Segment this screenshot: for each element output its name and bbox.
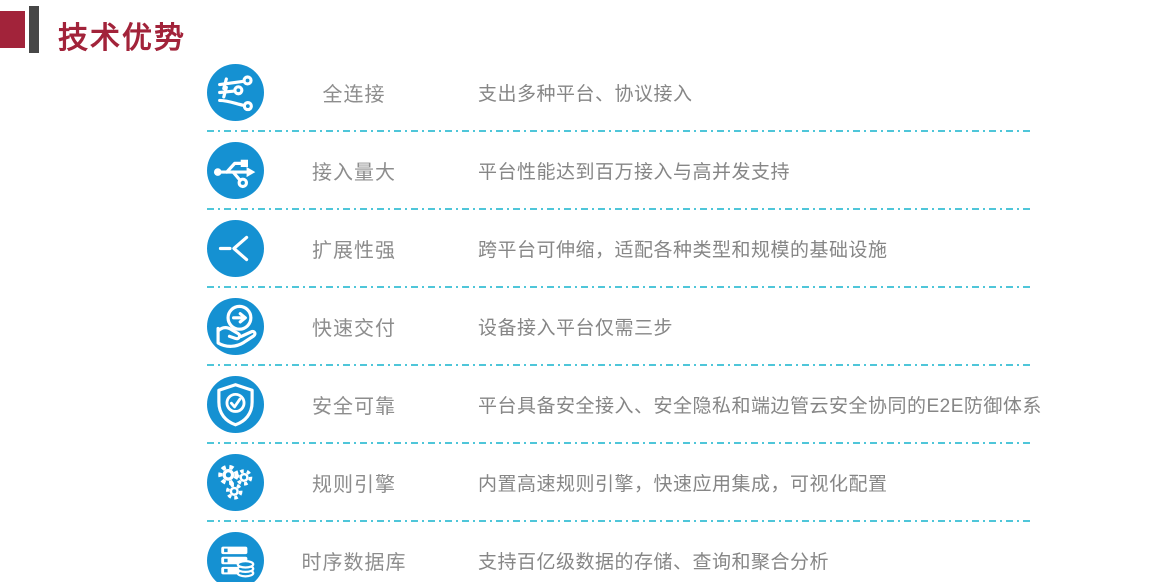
header: 技术优势 <box>0 0 1171 55</box>
server-database-icon <box>207 531 269 582</box>
feature-label: 快速交付 <box>312 317 396 340</box>
feature-description: 内置高速规则引擎，快速应用集成，可视化配置 <box>478 473 888 495</box>
page-title: 技术优势 <box>58 22 186 55</box>
feature-label: 接入量大 <box>312 161 396 184</box>
feature-label: 规则引擎 <box>312 473 396 496</box>
feature-row-scalability: 扩展性强 跨平台可伸缩，适配各种类型和规模的基础设施 <box>207 210 1171 286</box>
feature-description: 支出多种平台、协议接入 <box>478 83 693 105</box>
row-separator <box>207 286 1032 288</box>
row-separator <box>207 442 1032 444</box>
feature-row-full-connection: 全连接 支出多种平台、协议接入 <box>207 54 1171 130</box>
feature-row-security: 安全可靠 平台具备安全接入、安全隐私和端边管云安全协同的E2E防御体系 <box>207 366 1171 442</box>
hand-delivery-icon <box>207 297 269 355</box>
feature-list: 全连接 支出多种平台、协议接入 接入量大 平台性能达到百万接入与高并发支持 <box>207 54 1171 582</box>
feature-description: 跨平台可伸缩，适配各种类型和规模的基础设施 <box>478 239 888 261</box>
feature-row-timeseries-db: 时序数据库 支持百亿级数据的存储、查询和聚合分析 <box>207 522 1171 582</box>
feature-label: 安全可靠 <box>312 395 396 418</box>
feature-description: 设备接入平台仅需三步 <box>478 317 674 339</box>
feature-row-high-capacity: 接入量大 平台性能达到百万接入与高并发支持 <box>207 132 1171 208</box>
title-accent-block <box>0 11 25 48</box>
feature-row-fast-delivery: 快速交付 设备接入平台仅需三步 <box>207 288 1171 364</box>
scale-out-icon <box>207 219 269 277</box>
circuit-connections-icon <box>207 63 269 121</box>
feature-row-rule-engine: 规则引擎 内置高速规则引擎，快速应用集成，可视化配置 <box>207 444 1171 520</box>
title-accent-bar <box>29 6 39 53</box>
usb-icon <box>207 141 269 199</box>
feature-description: 平台性能达到百万接入与高并发支持 <box>478 161 791 183</box>
feature-label: 全连接 <box>322 83 386 106</box>
feature-label: 扩展性强 <box>312 239 396 262</box>
feature-description: 支持百亿级数据的存储、查询和聚合分析 <box>478 551 830 573</box>
feature-description: 平台具备安全接入、安全隐私和端边管云安全协同的E2E防御体系 <box>478 395 1042 417</box>
gears-icon <box>207 453 269 511</box>
row-separator <box>207 364 1032 366</box>
shield-check-icon <box>207 375 269 433</box>
feature-label: 时序数据库 <box>301 551 407 574</box>
row-separator <box>207 520 1032 522</box>
row-separator <box>207 130 1032 132</box>
row-separator <box>207 208 1032 210</box>
